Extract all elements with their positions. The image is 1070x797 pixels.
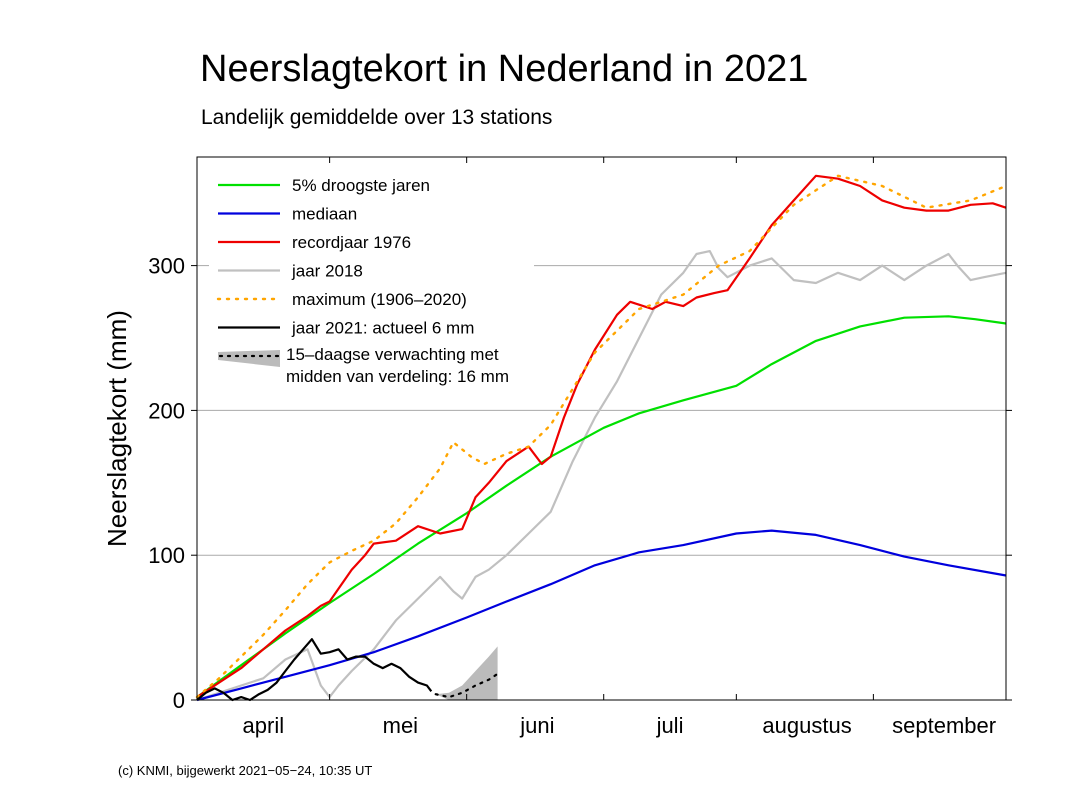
x-tick-label-1: mei — [383, 713, 418, 738]
series-line-3 — [196, 250, 1007, 702]
series-line-2 — [196, 174, 1007, 699]
x-tick-label-3: juli — [656, 713, 684, 738]
series-layer — [195, 174, 1008, 702]
series-line-1 — [196, 529, 1007, 702]
legend-label-0: 5% droogste jaren — [292, 176, 430, 195]
legend-label-forecast-line1: 15–daagse verwachting met — [286, 345, 499, 364]
legend-label-4: maximum (1906–2020) — [292, 290, 467, 309]
x-tick-label-2: juni — [519, 713, 554, 738]
legend-label-forecast-line2: midden van verdeling: 16 mm — [286, 367, 509, 386]
y-tick-label-100: 100 — [148, 543, 185, 568]
legend-label-3: jaar 2018 — [291, 262, 363, 281]
x-tick-label-5: september — [892, 713, 996, 738]
chart-title: Neerslagtekort in Nederland in 2021 — [200, 48, 809, 90]
series-line-4 — [195, 174, 1008, 699]
plot-border — [196, 156, 1007, 701]
series-line-5 — [196, 638, 433, 702]
axis-layer: 0 100 200 300 april mei juni juli augustus septem… — [102, 157, 1012, 738]
x-tick-label-0: april — [243, 713, 285, 738]
legend-label-5: jaar 2021: actueel 6 mm — [291, 319, 474, 338]
forecast-band-layer — [435, 646, 498, 700]
legend-label-1: mediaan — [292, 205, 357, 224]
legend-label-2: recordjaar 1976 — [292, 233, 411, 252]
x-tick-label-4: augustus — [762, 713, 851, 738]
y-axis-label: Neerslagtekort (mm) — [102, 310, 132, 547]
forecast-band — [435, 646, 498, 700]
legend-swatch-forecast-band — [218, 350, 280, 367]
legend: 5% droogste jaren mediaan recordjaar 1976 j… — [216, 176, 509, 386]
chart-subtitle: Landelijk gemiddelde over 13 stations — [201, 106, 553, 129]
forecast-median-line — [434, 672, 499, 699]
y-tick-label-200: 200 — [148, 398, 185, 423]
plot-frame — [196, 156, 1007, 701]
grid-layer — [197, 265, 1006, 556]
series-line-0 — [196, 315, 1007, 698]
copyright-footer: (c) KNMI, bijgewerkt 2021−05−24, 10:35 U… — [118, 763, 373, 778]
y-tick-label-0: 0 — [173, 688, 185, 713]
y-tick-label-300: 300 — [148, 254, 185, 279]
